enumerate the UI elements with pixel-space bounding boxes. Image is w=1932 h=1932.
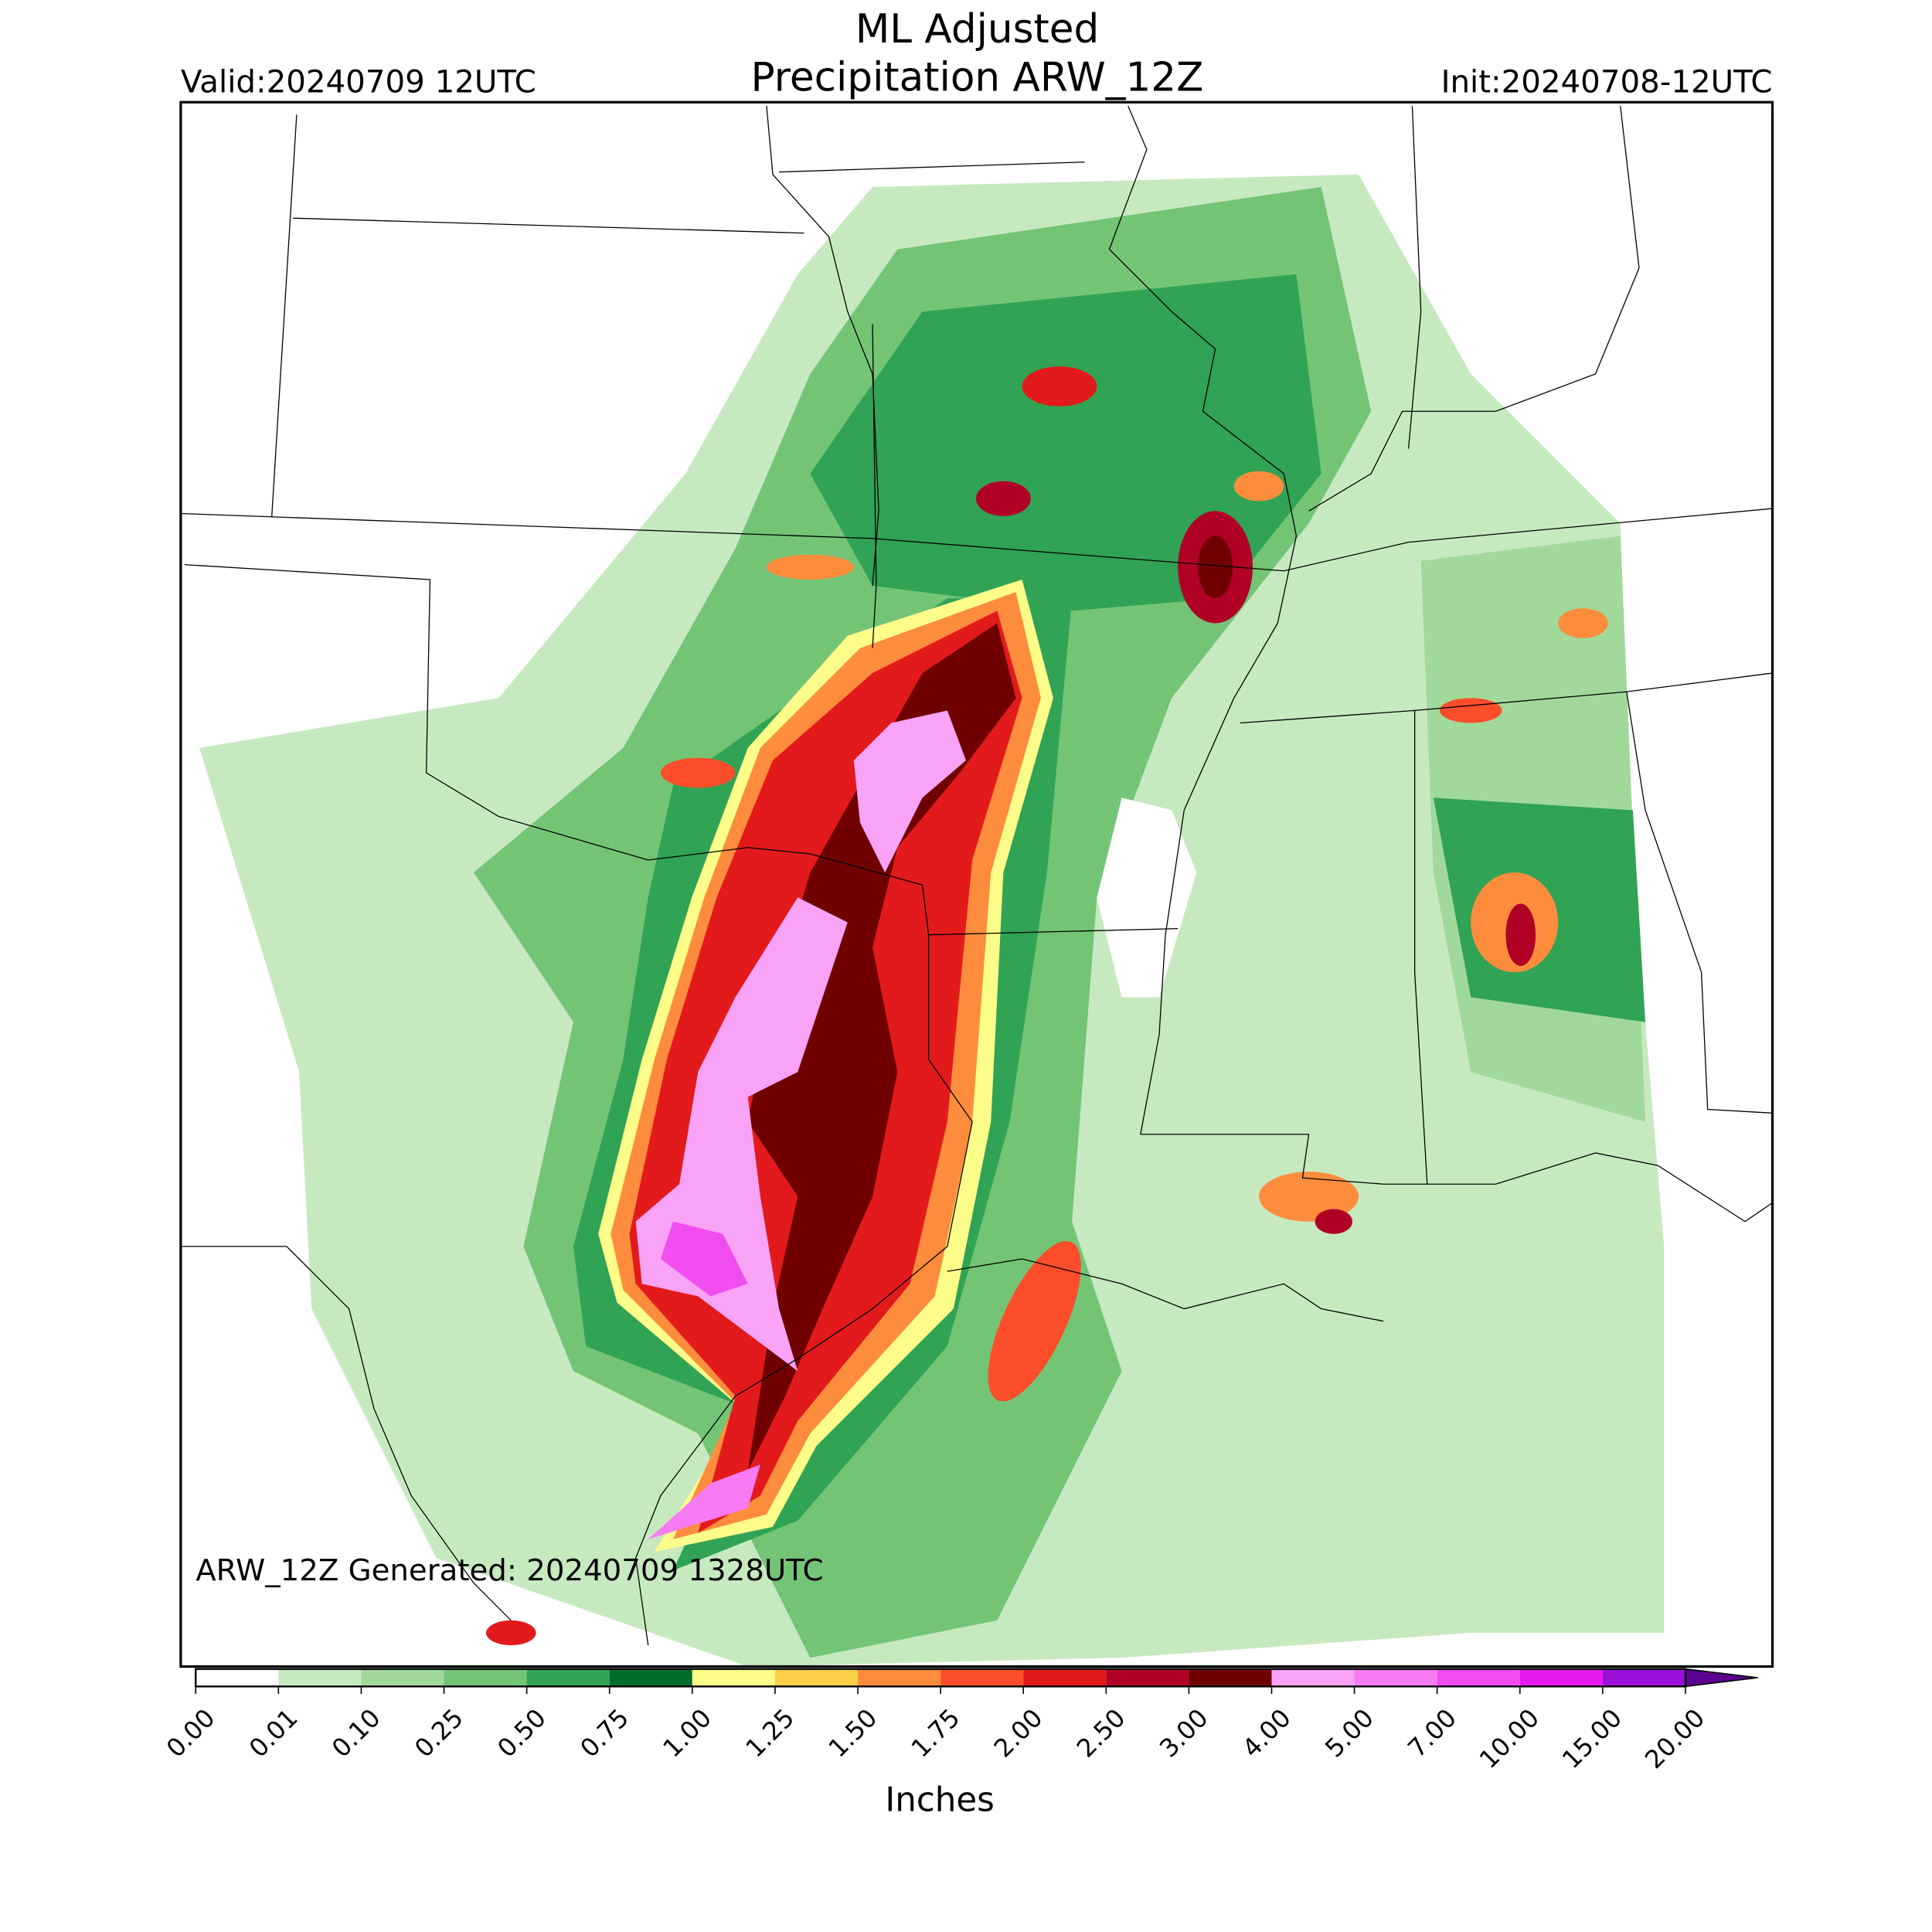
init-time: Init:20240708-12UTC	[1441, 63, 1773, 100]
colorbar-label: Inches	[885, 1781, 994, 1820]
colorbar-swatch	[692, 1668, 775, 1687]
colorbar-swatch	[361, 1668, 444, 1687]
colorbar-swatch	[1189, 1668, 1272, 1687]
colorbar-swatch	[774, 1668, 858, 1687]
colorbar-swatch	[1106, 1668, 1189, 1687]
colorbar-tick-label: 0.10	[326, 1703, 386, 1764]
colorbar-swatch	[444, 1668, 527, 1687]
colorbar-tick-label: 3.00	[1154, 1703, 1214, 1764]
colorbar-tick-label: 0.01	[243, 1703, 304, 1764]
colorbar-swatch	[1354, 1668, 1437, 1687]
colorbar-tick-label: 0.50	[492, 1703, 552, 1764]
colorbar-tick-label: 0.25	[409, 1703, 469, 1764]
title-line-1: ML Adjusted	[855, 6, 1100, 53]
colorbar-tick-label: 20.00	[1639, 1703, 1710, 1774]
map-frame	[179, 100, 1774, 1668]
colorbar-tick-label: 7.00	[1402, 1703, 1462, 1764]
title-line-2: Precipitation ARW_12Z	[751, 55, 1204, 101]
colorbar-tick-label: 1.00	[657, 1703, 717, 1764]
colorbar-swatch	[1602, 1668, 1685, 1687]
borders	[180, 105, 1773, 1646]
colorbar-tick-label: 2.00	[988, 1703, 1049, 1764]
colorbar: 0.00 0.01 0.10 0.25 0.50 0.75 1.00 1.25 1.50 1.75…	[161, 1668, 1758, 1774]
colorbar-extend	[1685, 1668, 1758, 1688]
colorbar-tick-label: 5.00	[1319, 1703, 1379, 1764]
colorbar-swatch	[1271, 1668, 1355, 1687]
colorbar-tick-label: 4.00	[1236, 1703, 1297, 1764]
colorbar-tick-label: 10.00	[1474, 1703, 1545, 1774]
colorbar-tick-label: 1.50	[823, 1703, 883, 1764]
colorbar-swatch	[196, 1668, 279, 1687]
colorbar-swatch	[1023, 1668, 1107, 1687]
colorbar-swatch	[858, 1668, 941, 1687]
valid-time: Valid:20240709 12UTC	[181, 63, 536, 100]
precip-field	[199, 174, 1665, 1667]
colorbar-swatch	[526, 1668, 610, 1687]
generated-note: ARW_12Z Generated: 20240709 1328UTC	[196, 1553, 823, 1588]
colorbar-tick-label: 1.75	[906, 1703, 966, 1764]
colorbar-tick-label: 0.75	[574, 1703, 634, 1764]
colorbar-swatch	[609, 1668, 692, 1687]
colorbar-tick-label: 15.00	[1556, 1703, 1628, 1774]
colorbar-swatch	[1519, 1668, 1603, 1687]
colorbar-tick-label: 0.00	[161, 1703, 221, 1764]
colorbar-swatch	[940, 1668, 1024, 1687]
colorbar-tick-label: 1.25	[740, 1703, 801, 1764]
colorbar-swatch	[278, 1668, 362, 1687]
colorbar-tick-label: 2.50	[1071, 1703, 1131, 1764]
colorbar-swatch	[1437, 1668, 1520, 1687]
